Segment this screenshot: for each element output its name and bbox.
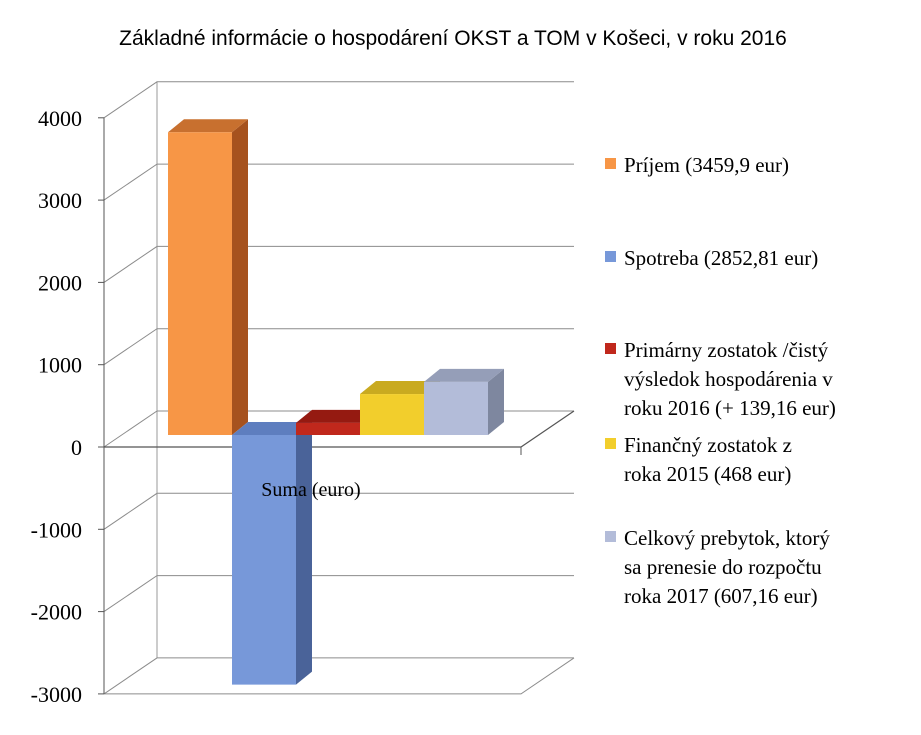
- legend-line: roka 2015 (468 eur): [624, 462, 791, 486]
- gridline: [103, 245, 574, 283]
- legend-entry: Spotreba (2852,81 eur): [624, 246, 818, 270]
- y-tick-label: -1000: [31, 517, 82, 542]
- gridline: [103, 81, 574, 119]
- floor-edge: [104, 657, 575, 695]
- bar: [424, 368, 504, 435]
- bar-front: [424, 381, 488, 435]
- gridline: [103, 492, 574, 530]
- legend-line: Finančný zostatok z: [624, 433, 792, 457]
- gridline: [103, 328, 574, 366]
- legend-swatch: [605, 251, 616, 262]
- legend-line: Spotreba (2852,81 eur): [624, 246, 818, 270]
- bar: [232, 422, 312, 685]
- legend-swatch: [605, 531, 616, 542]
- legend-entry: Celkový prebytok, ktorý sa prenesie do ro…: [624, 526, 830, 608]
- gridline: [103, 163, 574, 201]
- y-tick-label: 2000: [38, 270, 82, 295]
- legend-swatch: [605, 438, 616, 449]
- bar-top: [360, 381, 440, 395]
- bar: [168, 119, 248, 436]
- bar-front: [168, 132, 232, 436]
- bar-front: [296, 422, 360, 435]
- legend-line: roku 2016 (+ 139,16 eur): [624, 396, 836, 420]
- bar-top: [232, 422, 312, 435]
- bar-front: [360, 394, 424, 435]
- legend-line: Celkový prebytok, ktorý: [624, 526, 830, 550]
- gridlines: [103, 81, 575, 695]
- category-label: Suma (euro): [261, 479, 360, 501]
- legend-line: Príjem (3459,9 eur): [624, 153, 789, 177]
- legend-line: roka 2017 (607,16 eur): [624, 584, 818, 608]
- bar-side: [232, 119, 248, 435]
- bars: [168, 119, 504, 685]
- bar-side: [488, 368, 504, 435]
- y-tick-label: -2000: [31, 600, 82, 625]
- legend-line: Primárny zostatok /čistý: [624, 338, 829, 362]
- gridline: [103, 575, 574, 613]
- legend: Príjem (3459,9 eur) Spotreba (2852,81 eur…: [605, 153, 836, 608]
- legend-line: sa prenesie do rozpočtu: [624, 555, 822, 579]
- y-tick-label: 4000: [38, 106, 82, 131]
- legend-swatch: [605, 158, 616, 169]
- legend-swatch: [605, 343, 616, 354]
- legend-line: výsledok hospodárenia v: [624, 367, 833, 391]
- bar-top: [168, 119, 248, 133]
- bar-top: [296, 409, 376, 423]
- y-tick-label: 1000: [38, 353, 82, 378]
- legend-entry: Finančný zostatok z roka 2015 (468 eur): [624, 433, 792, 486]
- y-tick-label: 0: [71, 435, 82, 460]
- gridline: [103, 657, 574, 695]
- bar-side: [296, 422, 312, 685]
- y-axis: 4000 3000 2000 1000 0 -1000 -2000 -3000: [31, 106, 575, 707]
- legend-entry: Príjem (3459,9 eur): [624, 153, 789, 177]
- y-tick-label: 3000: [38, 188, 82, 213]
- bar-front: [232, 435, 296, 685]
- legend-entry: Primárny zostatok /čistý výsledok hospodá…: [624, 338, 836, 420]
- bar-top: [424, 368, 504, 382]
- chart-title: Základné informácie o hospodárení OKST a…: [119, 27, 787, 50]
- y-tick-label: -3000: [31, 682, 82, 707]
